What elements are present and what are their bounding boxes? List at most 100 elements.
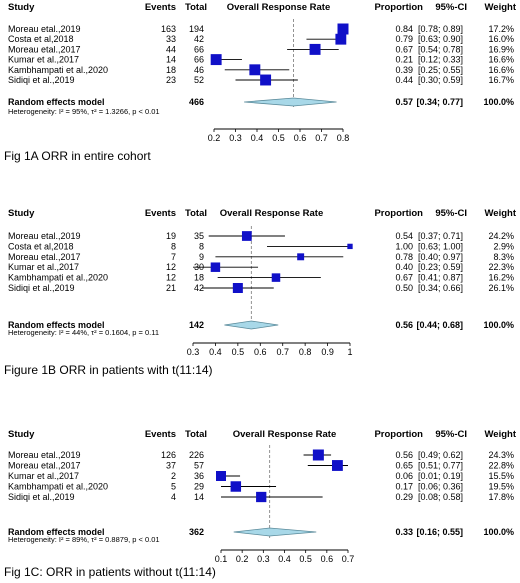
header-ci: 95%-CI (435, 208, 467, 219)
study-events: 8 (171, 241, 176, 251)
study-row: Costa et al,2018 8 8 1.00 [0.63; 1.00] 2.9% (8, 241, 514, 251)
study-events: 4 (171, 492, 176, 502)
effect-marker (232, 283, 243, 293)
summary-weight: 100.0% (483, 527, 514, 537)
study-ci: [0.23; 0.59] (418, 262, 463, 272)
study-total: 42 (194, 283, 204, 293)
study-weight: 16.2% (488, 273, 514, 283)
study-weight: 17.2% (488, 24, 514, 34)
header-total: Total (185, 2, 207, 13)
header-events: Events (145, 429, 176, 440)
study-events: 37 (166, 461, 176, 471)
effect-marker (210, 262, 221, 272)
study-name: Costa et al,2018 (8, 34, 74, 44)
x-tick-label: 0.5 (272, 133, 285, 143)
effect-marker (230, 481, 242, 492)
study-name: Sidiqi et al.,2019 (8, 75, 75, 85)
study-name: Moreau etal.,2017 (8, 44, 81, 54)
study-row: Sidiqi et al.,2019 23 52 0.44 [0.30; 0.59] 16… (8, 74, 514, 86)
study-name: Kambhampati et al.,2020 (8, 65, 108, 75)
study-events: 18 (166, 65, 176, 75)
forest-panel-3: Study Events Total Overall Response Rate Pro… (4, 429, 517, 579)
study-events: 23 (166, 75, 176, 85)
study-name: Moreau etal.,2017 (8, 461, 81, 471)
study-weight: 24.3% (488, 450, 514, 460)
study-name: Kumar et al.,2017 (8, 55, 79, 65)
study-ci: [0.63; 1.00] (418, 241, 463, 251)
study-weight: 24.2% (488, 231, 514, 241)
study-row: Kambhampati et al.,2020 5 29 0.17 [0.06; 0.3… (8, 481, 514, 492)
study-events: 21 (166, 283, 176, 293)
study-row: Kambhampati et al.,2020 12 18 0.67 [0.41; 0.… (8, 273, 514, 283)
x-axis: 0.1 0.2 0.3 0.4 0.5 0.6 0.7 (215, 549, 354, 564)
study-weight: 16.7% (488, 75, 514, 85)
summary-total: 362 (189, 527, 204, 537)
header-study: Study (8, 429, 35, 440)
summary-ci: [0.34; 0.77] (416, 97, 463, 107)
study-proportion: 0.79 (395, 34, 413, 44)
summary-row: Random effects model 142 0.56 [0.44; 0.68] 1… (8, 320, 514, 330)
header-study: Study (8, 208, 35, 219)
study-name: Moreau etal.,2017 (8, 252, 81, 262)
study-total: 29 (194, 482, 204, 492)
study-events: 5 (171, 482, 176, 492)
study-weight: 26.1% (488, 283, 514, 293)
study-proportion: 0.65 (395, 461, 413, 471)
study-row: Sidiqi et al.,2019 21 42 0.50 [0.34; 0.66] 26… (8, 283, 514, 293)
summary-ci: [0.16; 0.55] (416, 527, 463, 537)
header-plot: Overall Response Rate (227, 2, 331, 13)
study-row: Moreau etal.,2019 19 35 0.54 [0.37; 0.71] 24.… (8, 231, 514, 241)
header-events: Events (145, 208, 176, 219)
study-row: Kumar et al.,2017 12 30 0.40 [0.23; 0.59] 22.… (8, 262, 514, 272)
figure-caption: Figure 1B ORR in patients with t(11:14) (4, 363, 213, 377)
x-tick-label: 0.5 (232, 347, 245, 357)
x-tick-label: 0.2 (236, 554, 249, 564)
x-tick-label: 0.9 (321, 347, 334, 357)
header-total: Total (185, 429, 207, 440)
study-events: 2 (171, 471, 176, 481)
header-total: Total (185, 208, 207, 219)
study-row: Costa et al,2018 33 42 0.79 [0.63; 0.90] 16.0… (8, 33, 514, 45)
forest-panel-2: Study Events Total Overall Response Rate Pro… (4, 208, 517, 377)
summary-row: Random effects model 466 0.57 [0.34; 0.77] 1… (8, 97, 514, 107)
x-tick-label: 0.2 (208, 133, 221, 143)
header-events: Events (145, 2, 176, 13)
study-proportion: 0.17 (395, 482, 413, 492)
study-weight: 16.0% (488, 34, 514, 44)
effect-marker (312, 449, 324, 461)
heterogeneity-text: Heterogeneity: I² = 44%, τ² = 0.1604, p … (8, 328, 159, 337)
summary-label: Random effects model (8, 320, 105, 330)
study-proportion: 0.50 (395, 283, 413, 293)
effect-marker (260, 74, 272, 86)
summary-label: Random effects model (8, 527, 105, 537)
study-proportion: 0.44 (395, 75, 413, 85)
study-weight: 16.6% (488, 65, 514, 75)
study-events: 7 (171, 252, 176, 262)
study-total: 57 (194, 461, 204, 471)
study-name: Costa et al,2018 (8, 241, 74, 251)
study-proportion: 0.54 (395, 231, 413, 241)
study-events: 12 (166, 273, 176, 283)
study-row: Moreau etal.,2017 44 66 0.67 [0.54; 0.78] 16.… (8, 43, 514, 55)
study-ci: [0.01; 0.19] (418, 471, 463, 481)
summary-ci: [0.44; 0.68] (416, 320, 463, 330)
study-row: Moreau etal.,2019 163 194 0.84 [0.78; 0.89] 1… (8, 23, 514, 35)
study-proportion: 0.21 (395, 55, 413, 65)
study-row: Kambhampati et al.,2020 18 46 0.39 [0.25; 0.… (8, 64, 514, 76)
study-name: Moreau etal.,2019 (8, 450, 81, 460)
study-proportion: 0.39 (395, 65, 413, 75)
effect-marker (216, 471, 226, 481)
x-tick-label: 0.8 (299, 347, 312, 357)
study-proportion: 0.84 (395, 24, 413, 34)
x-tick-label: 0.8 (337, 133, 350, 143)
study-total: 18 (194, 273, 204, 283)
study-name: Kumar et al.,2017 (8, 262, 79, 272)
header-ci: 95%-CI (435, 429, 467, 440)
study-total: 66 (194, 44, 204, 54)
study-ci: [0.08; 0.58] (418, 492, 463, 502)
x-tick-label: 1 (347, 347, 352, 357)
study-total: 46 (194, 65, 204, 75)
study-row: Moreau etal.,2017 7 9 0.78 [0.40; 0.97] 8.3% (8, 252, 514, 262)
figure-caption: Fig 1A ORR in entire cohort (4, 149, 151, 163)
